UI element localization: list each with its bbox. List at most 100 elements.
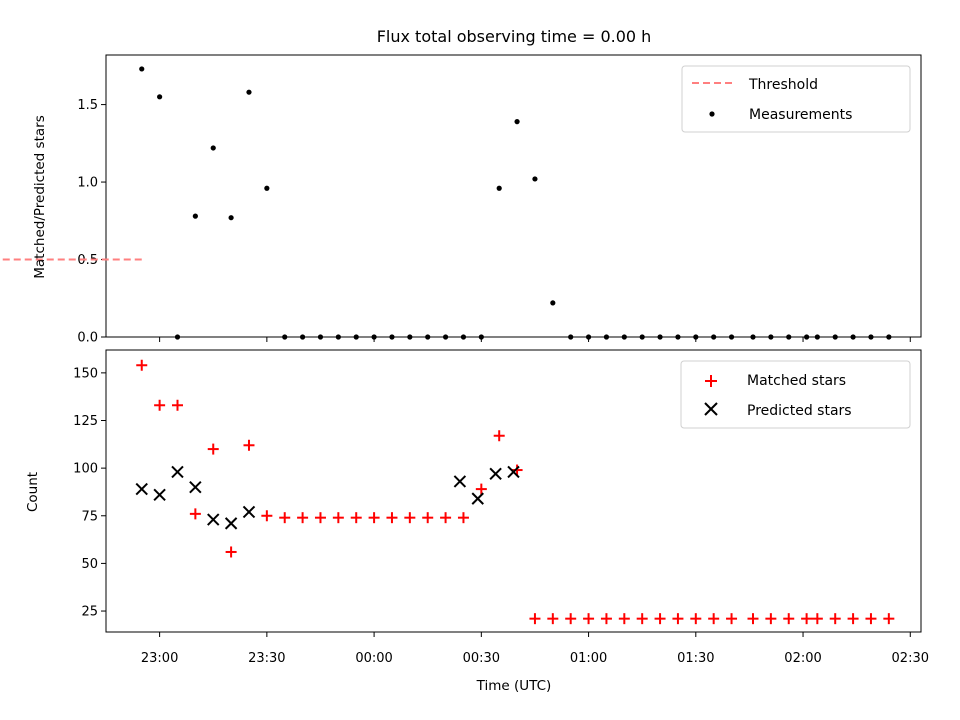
chart-title: Flux total observing time = 0.00 h: [377, 27, 652, 46]
predicted-star-point: [135, 482, 148, 496]
matched-star-point: [811, 613, 823, 625]
matched-star-point: [654, 613, 666, 625]
measurement-point: [621, 334, 627, 340]
y-tick-label: 25: [81, 605, 98, 620]
x-tick-label: 01:30: [677, 651, 714, 666]
measurement-point: [389, 334, 395, 340]
measurement-point: [317, 334, 324, 340]
measurement-point: [371, 334, 377, 340]
matched-star-point: [475, 483, 487, 495]
top-legend: Threshold Measurements: [681, 65, 911, 133]
measurement-point: [353, 334, 359, 340]
predicted-star-point: [189, 480, 202, 494]
measurement-point: [264, 185, 270, 191]
matched-star-point: [747, 613, 759, 625]
matched-star-point: [207, 443, 219, 455]
measurement-point: [442, 334, 449, 340]
matched-star-point: [883, 613, 895, 625]
measurement-point: [657, 334, 663, 340]
x-tick-label: 23:00: [141, 651, 178, 666]
top-legend-box: [681, 65, 911, 133]
predicted-star-point: [453, 475, 467, 488]
measurement-point: [603, 334, 610, 340]
top-y-axis-label: Matched/Predicted stars: [32, 115, 48, 278]
x-tick-label: 02:30: [892, 651, 929, 666]
top-panel: 0.0 0.5 1.0 1.5 Matched/Predicted stars Thr…: [0, 54, 922, 346]
legend-measurements-label: Measurements: [749, 107, 852, 123]
bottom-x-ticks: 23:00 23:30 00:00 00:30 01:00 01:30 02:00 02:30: [141, 632, 929, 666]
matched-star-point: [708, 613, 720, 625]
measurement-point: [728, 334, 735, 340]
matched-star-point: [847, 613, 859, 625]
measurement-point: [246, 89, 252, 95]
matched-star-point: [350, 512, 362, 524]
matched-star-point: [386, 512, 398, 524]
matched-star-point: [136, 359, 148, 371]
measurement-point: [850, 334, 856, 340]
predicted-star-point: [242, 505, 256, 519]
measurement-point: [768, 334, 774, 340]
predicted-star-point: [171, 465, 184, 479]
matched-star-point: [783, 613, 795, 625]
matched-star-point: [261, 510, 273, 522]
matched-star-point: [457, 512, 469, 524]
matched-star-point: [511, 464, 523, 476]
measurement-point: [886, 334, 892, 340]
measurement-point: [814, 334, 820, 340]
bottom-legend: Matched stars Predicted stars: [680, 360, 911, 429]
matched-star-point: [422, 512, 434, 524]
matched-star-point: [672, 613, 684, 625]
matched-star-point: [171, 399, 183, 411]
legend-predicted-swatch: [704, 402, 718, 416]
matched-star-point: [765, 613, 777, 625]
bottom-y-axis-label: Count: [25, 472, 41, 512]
matched-star-point: [801, 613, 813, 625]
measurement-point: [496, 185, 502, 191]
bottom-panel: 25 50 75 100 125 150 23:00 23:30 00:00 00:30 01:0…: [25, 349, 929, 694]
matched-star-point: [600, 613, 612, 625]
measurement-point: [568, 334, 574, 340]
measurement-point: [550, 300, 556, 306]
matched-star-point: [618, 613, 630, 625]
bottom-data-marks: [135, 359, 895, 625]
matched-star-point: [529, 613, 541, 625]
top-data-marks: [0, 66, 892, 340]
measurement-point: [514, 119, 520, 125]
matched-star-point: [547, 613, 559, 625]
measurement-point: [407, 334, 413, 340]
matched-star-point: [440, 512, 452, 524]
measurement-point: [639, 334, 645, 340]
measurement-point: [532, 176, 538, 182]
y-tick-label: 100: [73, 462, 98, 477]
matched-star-point: [279, 512, 291, 524]
measurement-point: [693, 334, 699, 340]
predicted-star-point: [489, 467, 502, 481]
bottom-y-ticks: 25 50 75 100 125 150: [73, 366, 106, 620]
x-tick-label: 01:00: [570, 651, 607, 666]
measurement-point: [300, 334, 306, 340]
y-tick-label: 1.5: [77, 98, 98, 113]
measurement-point: [139, 66, 145, 72]
matched-star-point: [368, 512, 380, 524]
measurement-point: [585, 334, 592, 340]
matched-star-point: [636, 613, 648, 625]
bottom-legend-box: [680, 360, 911, 429]
top-plot-frame: [105, 54, 922, 338]
legend-predicted-label: Predicted stars: [747, 403, 852, 419]
predicted-star-point: [207, 513, 220, 526]
matched-star-point: [243, 439, 255, 451]
measurement-point: [157, 94, 163, 100]
predicted-star-point: [507, 465, 520, 479]
matched-star-point: [297, 512, 309, 524]
y-tick-label: 125: [73, 414, 98, 429]
measurement-point: [335, 334, 341, 340]
x-axis-label: Time (UTC): [476, 678, 552, 694]
matched-star-point: [189, 508, 201, 520]
measurement-point: [460, 334, 467, 340]
measurement-point: [192, 213, 198, 219]
x-tick-label: 02:00: [784, 651, 821, 666]
measurement-point: [478, 334, 484, 340]
matched-star-point: [493, 430, 505, 442]
legend-matched-label: Matched stars: [747, 373, 846, 389]
